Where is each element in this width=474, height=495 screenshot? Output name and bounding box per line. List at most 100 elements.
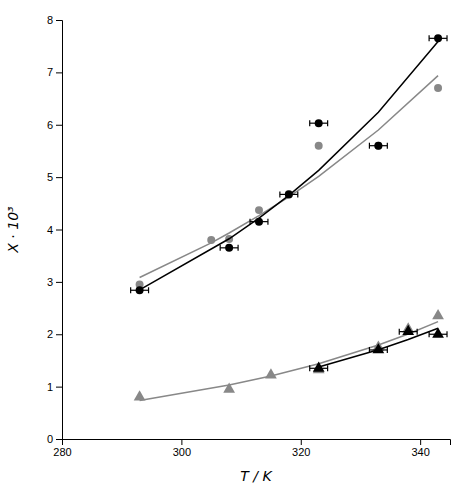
error-cap: [279, 191, 280, 197]
error-cap: [446, 35, 447, 41]
point: [265, 368, 277, 378]
error-cap: [220, 245, 221, 251]
point: [434, 84, 442, 92]
error-cap: [327, 120, 328, 126]
tick: 6: [47, 119, 62, 131]
error-bar: [310, 120, 328, 126]
axis-line: [63, 440, 451, 446]
point: [374, 142, 382, 150]
error-cap: [327, 365, 328, 371]
point: [134, 390, 146, 400]
error-cap: [148, 287, 149, 293]
tick-label: 6: [47, 119, 53, 131]
error-cap: [309, 120, 310, 126]
x-axis: 280 300 320 340: [53, 439, 450, 458]
point: [313, 361, 325, 371]
tick-mark: [301, 439, 302, 445]
point: [434, 34, 442, 42]
error-cap: [369, 143, 370, 149]
series: [140, 41, 438, 289]
tick: 280: [53, 439, 71, 458]
axis-line: [56, 21, 63, 440]
series: [310, 325, 447, 372]
tick: 8: [47, 14, 62, 26]
tick-mark: [56, 439, 62, 440]
tick: 2: [47, 328, 62, 340]
point: [315, 119, 323, 127]
chart: 280 300 320 340 0 1 2 3 4 5 6 7 8 T / K X ⋅ 10³: [0, 0, 474, 495]
marks: [131, 34, 447, 400]
tick-mark: [56, 230, 62, 231]
error-cap: [267, 219, 268, 225]
tick: 340: [411, 439, 429, 458]
y-axis: 0 1 2 3 4 5 6 7 8: [47, 14, 63, 445]
tick-label: 3: [47, 276, 53, 288]
point: [285, 190, 293, 198]
error-cap: [237, 245, 238, 251]
series: [131, 34, 447, 294]
tick: 0: [47, 433, 62, 445]
tick: 7: [47, 66, 62, 78]
tick-mark: [56, 387, 62, 388]
tick-label: 1: [47, 381, 53, 393]
error-bar: [250, 219, 268, 225]
series: [140, 322, 438, 401]
error-bar: [369, 143, 387, 149]
error-cap: [446, 331, 447, 337]
series: [134, 309, 444, 400]
tick: 4: [47, 224, 62, 236]
tick-label: 5: [47, 171, 53, 183]
error-cap: [399, 329, 400, 335]
tick-mark: [56, 177, 62, 178]
point: [255, 218, 263, 226]
point: [207, 236, 215, 244]
series: [319, 328, 438, 367]
tick-mark: [181, 439, 182, 445]
point: [255, 206, 263, 214]
error-cap: [249, 219, 250, 225]
point: [136, 286, 144, 294]
error-cap: [130, 287, 131, 293]
point: [315, 142, 323, 150]
error-bar: [429, 35, 447, 41]
tick: 1: [47, 381, 62, 393]
error-cap: [297, 191, 298, 197]
fit-line: [319, 328, 438, 367]
series: [136, 84, 442, 288]
error-bar: [220, 245, 238, 251]
point: [225, 244, 233, 252]
point: [285, 190, 293, 198]
tick: 5: [47, 171, 62, 183]
tick: 320: [292, 439, 310, 458]
fit-line: [140, 41, 438, 289]
point: [223, 382, 235, 392]
error-cap: [309, 365, 310, 371]
error-cap: [369, 347, 370, 353]
tick-mark: [56, 20, 62, 21]
point: [372, 343, 384, 353]
point: [432, 309, 444, 319]
tick-label: 280: [53, 446, 71, 458]
error-cap: [429, 331, 430, 337]
fit-line: [140, 322, 438, 401]
point: [374, 142, 382, 150]
tick: 300: [173, 439, 191, 458]
series: [140, 76, 438, 278]
tick-label: 0: [47, 433, 53, 445]
error-cap: [417, 329, 418, 335]
y-axis-title: X ⋅ 10³: [5, 206, 21, 254]
fit-line: [140, 76, 438, 278]
tick: 3: [47, 276, 62, 288]
error-bar: [131, 287, 149, 293]
plot: 280 300 320 340 0 1 2 3 4 5 6 7 8: [47, 14, 451, 458]
tick-mark: [56, 282, 62, 283]
error-cap: [387, 143, 388, 149]
error-bar: [280, 191, 298, 197]
tick-label: 7: [47, 66, 53, 78]
point: [432, 327, 444, 337]
x-axis-title: T / K: [240, 468, 273, 484]
tick-label: 2: [47, 328, 53, 340]
error-cap: [387, 347, 388, 353]
tick-mark: [56, 125, 62, 126]
tick-mark: [56, 72, 62, 73]
